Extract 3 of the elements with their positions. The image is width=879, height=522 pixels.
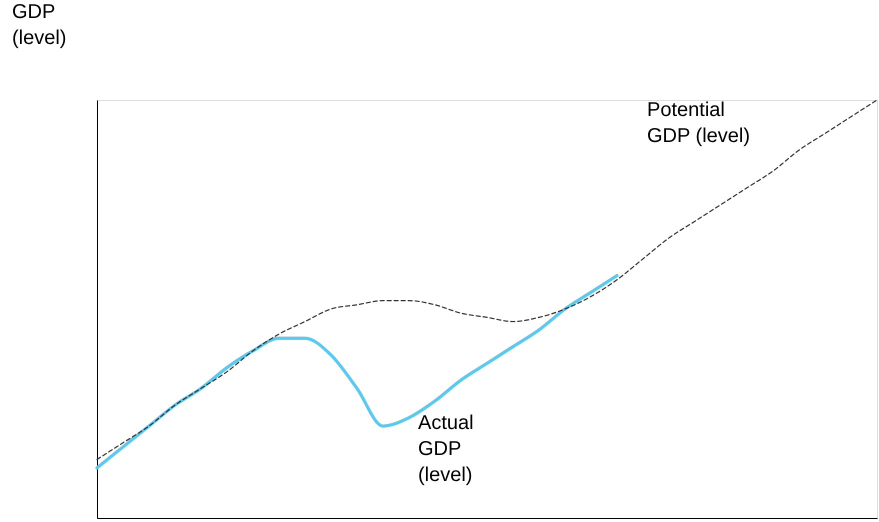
series-label: Actual GDP (level) [418, 412, 474, 486]
series-label: Potential GDP (level) [647, 99, 750, 147]
y-axis-title: GDP (level) [12, 1, 66, 49]
